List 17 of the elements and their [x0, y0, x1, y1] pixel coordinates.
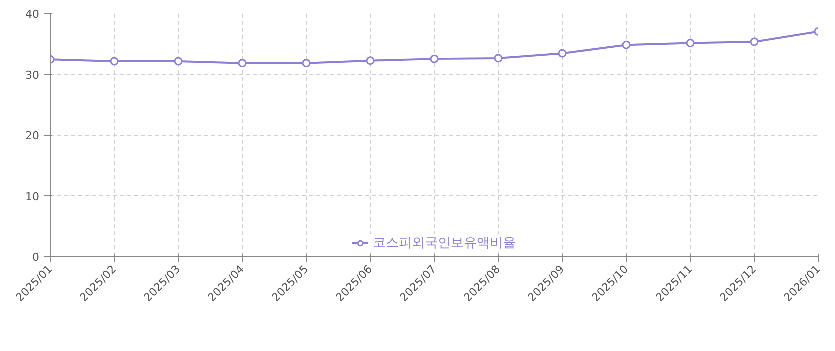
point: [110, 57, 119, 66]
legend-label: 코스피외국인보유액비율: [373, 235, 516, 252]
y-tick-label: 10: [26, 190, 40, 204]
y-tick-label: 0: [32, 251, 40, 264]
y-tick-label: 30: [26, 68, 40, 82]
point: [750, 38, 759, 46]
point: [558, 49, 567, 58]
point: [302, 59, 311, 68]
y-tick-label: 20: [26, 130, 40, 142]
point: [366, 56, 375, 66]
point: [430, 54, 439, 64]
point: [238, 59, 247, 68]
point: [494, 54, 503, 63]
point: [174, 57, 183, 66]
y-tick-label: 40: [26, 8, 40, 21]
point: [622, 40, 631, 50]
point: [686, 39, 695, 48]
